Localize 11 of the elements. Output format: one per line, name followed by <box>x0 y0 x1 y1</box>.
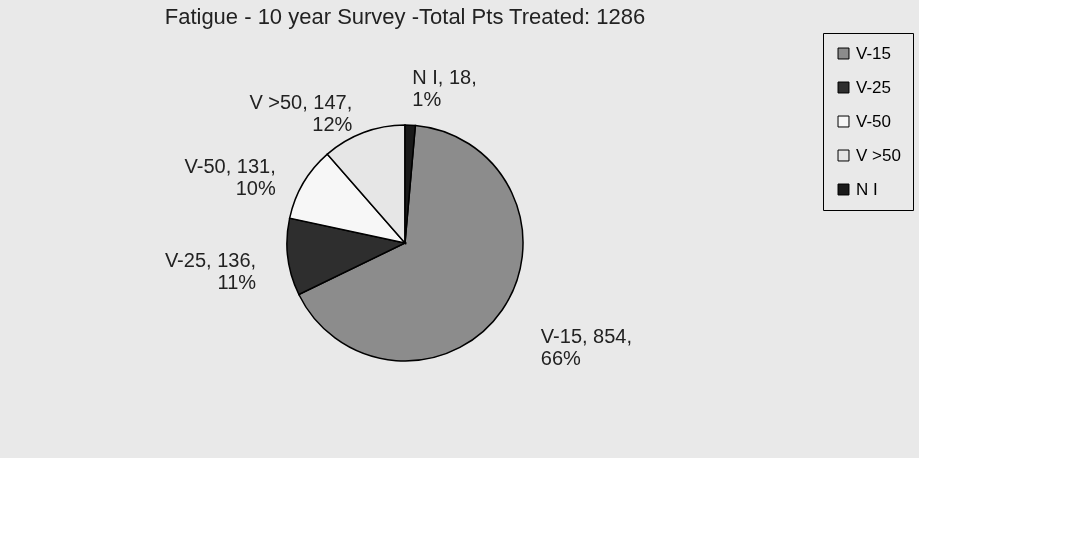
data-label: V-50, 131, 10% <box>184 154 276 199</box>
legend-label: V-50 <box>856 111 891 131</box>
data-label: N I, 18, 1% <box>412 66 477 111</box>
data-label: V-25, 136, 11% <box>164 248 257 293</box>
data-label: V >50, 147, 12% <box>249 90 353 135</box>
legend-label: N I <box>856 179 878 199</box>
legend-label: V-25 <box>856 77 891 97</box>
data-label: V-15, 854, 66% <box>540 324 633 369</box>
chart-title: Fatigue - 10 year Survey -Total Pts Treated: 1286 <box>164 3 646 29</box>
legend-label: V >50 <box>856 145 901 165</box>
legend-label: V-15 <box>856 43 891 63</box>
